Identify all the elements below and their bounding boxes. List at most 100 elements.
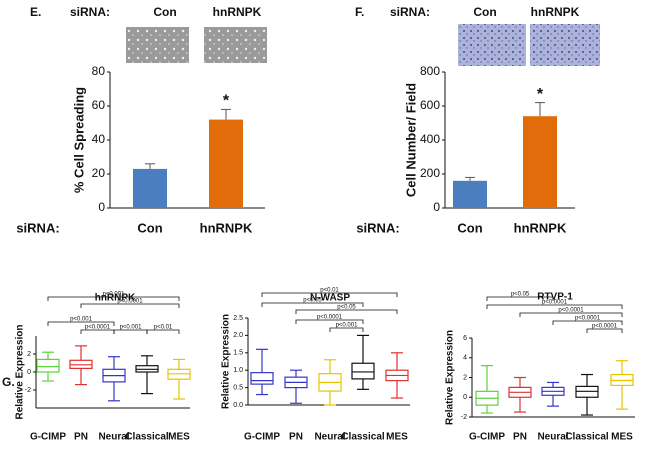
y-tick-label: 4 [463, 355, 467, 362]
x-tick-label: PN [513, 432, 527, 443]
x-tick-label: Neural [537, 432, 568, 443]
y-tick-label: 80 [92, 64, 106, 78]
y-tick-label: 2.5 [233, 315, 243, 322]
panel-label: E. [30, 5, 41, 19]
significance-bracket [586, 328, 623, 333]
y-tick-label: 40 [92, 132, 106, 146]
p-value: p<0.001 [70, 317, 93, 323]
x-tick-label: hnRNPK [514, 220, 567, 235]
y-axis-label: Relative Expression [221, 314, 232, 409]
header-item: hnRNPK [213, 5, 262, 19]
significance-bracket [261, 292, 398, 297]
x-tick-label: Classical [565, 432, 609, 443]
p-value: p<0.05 [337, 305, 356, 311]
y-axis-label: Relative Expression [445, 330, 456, 425]
x-tick-label: MES [611, 432, 633, 443]
panel-label: G. [2, 375, 15, 389]
significance-bracket [329, 327, 364, 332]
significance-bracket [47, 321, 115, 326]
y-tick-label: 2 [27, 351, 31, 358]
y-axis-label: Relative Expression [15, 324, 26, 419]
significance-bracket [80, 329, 115, 334]
chart-title: hnRNPK [95, 293, 136, 304]
y-tick-label: 1.5 [233, 350, 243, 357]
box [36, 358, 60, 373]
y-tick-label: 0 [433, 200, 440, 214]
y-axis-label: % Cell Spreading [71, 87, 86, 193]
header-item: hnRNPK [531, 5, 580, 19]
x-tick-label: Neural [98, 432, 129, 443]
significance-bracket [486, 296, 554, 301]
y-tick-label: 60 [92, 98, 106, 112]
x-tick-label: PN [289, 432, 303, 443]
p-value: p<0.001 [336, 323, 359, 329]
y-tick-label: -2 [25, 387, 31, 394]
significance-bracket [80, 303, 180, 308]
p-value: p<0.0001 [575, 316, 601, 322]
significance-bracket [261, 302, 364, 307]
header-item: Con [153, 5, 176, 19]
p-value: p<0.0001 [117, 299, 143, 305]
header-item: Con [473, 5, 496, 19]
bar [523, 116, 557, 208]
x-tick-label: Classical [125, 432, 169, 443]
p-value: p<0.0001 [558, 308, 584, 314]
y-tick-label: 0 [463, 394, 467, 401]
y-tick-label: 0 [27, 369, 31, 376]
panel-label: F. [355, 5, 364, 19]
y-tick-label: 0 [98, 200, 105, 214]
header-label: siRNA: [70, 5, 110, 19]
x-tick-label: G-CIMP [469, 432, 505, 443]
significance-bracket [146, 329, 180, 334]
significance-bracket [295, 319, 364, 324]
p-value: p<0.05 [303, 298, 322, 304]
cell-image [530, 24, 600, 66]
y-tick-label: 200 [420, 166, 440, 180]
x-tick-label: Con [137, 220, 162, 235]
y-tick-label: -2 [461, 414, 467, 421]
p-value: p<0.001 [103, 292, 126, 298]
chart-title: N-WASP [310, 293, 350, 304]
box [250, 372, 274, 385]
chart-title: RTVP-1 [537, 292, 573, 303]
y-tick-label: 2.0 [233, 332, 243, 339]
x-axis-label: siRNA: [356, 220, 399, 235]
x-tick-label: G-CIMP [30, 432, 66, 443]
p-value: p<0.0001 [592, 324, 618, 330]
bar [209, 119, 243, 208]
p-value: p<0.01 [154, 325, 173, 331]
y-tick-label: 6 [463, 335, 467, 342]
cell-image [126, 27, 189, 63]
y-tick-label: 400 [420, 132, 440, 146]
y-tick-label: 20 [92, 166, 106, 180]
y-tick-label: 2 [463, 374, 467, 381]
x-tick-label: Classical [341, 432, 385, 443]
x-tick-label: G-CIMP [244, 432, 280, 443]
p-value: p<0.0001 [85, 325, 111, 331]
y-tick-label: 800 [420, 64, 440, 78]
significance-bracket [519, 312, 623, 317]
p-value: p<0.05 [511, 292, 530, 298]
bar [133, 168, 167, 208]
significance-star: * [537, 86, 544, 103]
header-label: siRNA: [390, 5, 430, 19]
x-axis-label: siRNA: [16, 220, 59, 235]
p-value: p<0.0001 [317, 315, 343, 321]
y-tick-label: 600 [420, 98, 440, 112]
x-tick-label: PN [74, 432, 88, 443]
cell-image [458, 24, 526, 66]
y-tick-label: 0.5 [233, 384, 243, 391]
significance-bracket [113, 329, 148, 334]
cell-image [204, 27, 267, 63]
significance-bracket [552, 320, 623, 325]
significance-bracket [295, 309, 398, 314]
bar [453, 180, 487, 208]
x-tick-label: Neural [314, 432, 345, 443]
p-value: p<0.0001 [542, 300, 568, 306]
x-tick-label: MES [386, 432, 408, 443]
x-tick-label: MES [168, 432, 190, 443]
significance-bracket [47, 296, 180, 301]
significance-bracket [486, 304, 623, 309]
box [351, 362, 375, 380]
significance-star: * [223, 93, 230, 110]
